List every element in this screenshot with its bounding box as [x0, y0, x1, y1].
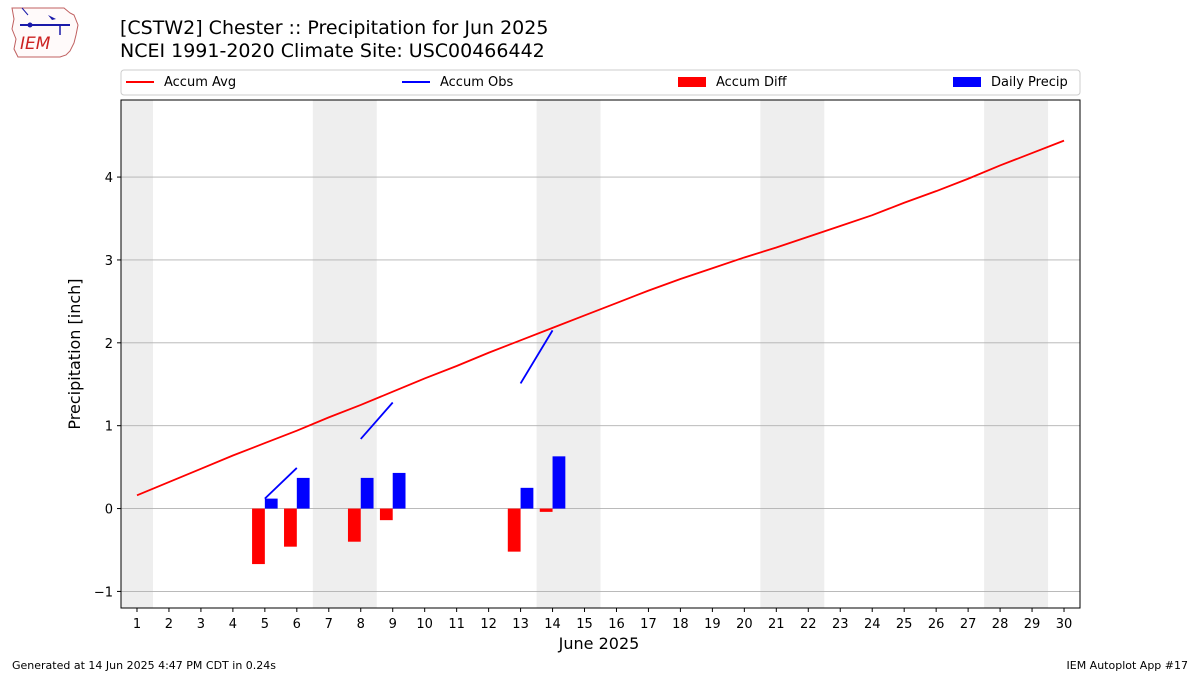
- legend-daily-precip-swatch: [953, 77, 981, 87]
- y-axis: −1 0 1 2 3 4: [94, 171, 121, 600]
- chart-subtitle: NCEI 1991-2020 Climate Site: USC00466442: [120, 40, 545, 62]
- y-tick-label: 0: [105, 503, 113, 518]
- y-gridlines: [121, 176, 1080, 592]
- x-tick-label: 3: [197, 617, 205, 632]
- x-tick-label: 10: [416, 617, 433, 632]
- accum-avg-line: [136, 139, 1065, 497]
- generated-timestamp: Generated at 14 Jun 2025 4:47 PM CDT in …: [12, 659, 277, 672]
- y-tick-label: −1: [94, 585, 113, 600]
- y-tick-label: 4: [105, 171, 113, 186]
- y-axis-label: Precipitation [inch]: [65, 278, 84, 429]
- weekend-band: [121, 100, 153, 608]
- weekend-band: [536, 100, 601, 608]
- x-tick-label: 22: [800, 617, 817, 632]
- weekend-band: [760, 100, 825, 608]
- x-tick-label: 20: [736, 617, 753, 632]
- legend-accum-obs-label: Accum Obs: [440, 75, 513, 90]
- legend-daily-precip-label: Daily Precip: [991, 75, 1068, 90]
- daily-precip-bar: [392, 472, 406, 509]
- x-tick-label: 6: [293, 617, 301, 632]
- x-tick-label: 13: [512, 617, 529, 632]
- weekend-shading: [121, 100, 1049, 608]
- y-tick-label: 2: [105, 337, 113, 352]
- x-tick-label: 19: [704, 617, 721, 632]
- app-credit: IEM Autoplot App #17: [1066, 659, 1189, 672]
- accum-obs-line: [360, 401, 394, 440]
- x-tick-label: 14: [544, 617, 561, 632]
- legend-accum-diff-label: Accum Diff: [716, 75, 788, 90]
- x-tick-label: 11: [448, 617, 465, 632]
- x-tick-label: 7: [325, 617, 333, 632]
- x-tick-label: 18: [672, 617, 689, 632]
- chart-title: [CSTW2] Chester :: Precipitation for Jun…: [120, 17, 549, 39]
- daily-precip-bar: [264, 498, 278, 509]
- x-tick-label: 15: [576, 617, 593, 632]
- x-tick-label: 8: [357, 617, 365, 632]
- x-axis-label: June 2025: [558, 634, 640, 653]
- accum-diff-bar: [539, 508, 553, 512]
- legend-accum-avg-label: Accum Avg: [164, 75, 236, 90]
- daily-precip-bar: [296, 477, 310, 509]
- plot-frame: [120, 99, 1081, 609]
- x-axis: 1 2 3 4 5 6 7 8 9 10 11 12 13 14 15 16 17 18 19 20 21 22 23 24 2…: [133, 608, 1072, 632]
- accum-diff-bar: [252, 508, 265, 565]
- x-tick-label: 27: [960, 617, 977, 632]
- x-tick-label: 23: [832, 617, 849, 632]
- iem-logo-graphic: IEM: [11, 7, 79, 58]
- x-tick-label: 30: [1056, 617, 1073, 632]
- x-tick-label: 9: [389, 617, 397, 632]
- y-tick-label: 1: [105, 420, 113, 435]
- y-tick-label: 3: [105, 254, 113, 269]
- x-tick-label: 17: [640, 617, 657, 632]
- x-tick-label: 26: [928, 617, 945, 632]
- x-tick-label: 24: [864, 617, 881, 632]
- weekend-band: [312, 100, 377, 608]
- logo-text: IEM: [20, 34, 51, 54]
- bar-series: [252, 456, 566, 565]
- x-tick-label: 1: [133, 617, 141, 632]
- x-tick-label: 16: [608, 617, 625, 632]
- legend-accum-diff-swatch: [678, 77, 706, 87]
- x-tick-label: 29: [1024, 617, 1041, 632]
- accum-diff-bar: [284, 508, 297, 547]
- accum-diff-bar: [507, 508, 521, 552]
- accum-diff-bar: [379, 508, 393, 521]
- accum-obs-line: [519, 329, 554, 384]
- iem-logo: IEM: [8, 5, 82, 63]
- daily-precip-bar: [520, 487, 534, 509]
- accum-diff-bar: [347, 508, 361, 542]
- x-tick-label: 21: [768, 617, 785, 632]
- x-tick-label: 2: [165, 617, 173, 632]
- x-tick-label: 4: [229, 617, 237, 632]
- x-tick-label: 12: [480, 617, 497, 632]
- daily-precip-bar: [360, 477, 374, 509]
- weekend-band: [984, 100, 1049, 608]
- line-series: [136, 139, 1065, 500]
- x-tick-label: 25: [896, 617, 913, 632]
- legend: Accum Avg Accum Obs Accum Diff Daily Precip: [120, 69, 1081, 96]
- x-tick-label: 5: [261, 617, 269, 632]
- x-tick-label: 28: [992, 617, 1009, 632]
- daily-precip-bar: [552, 456, 566, 509]
- accum-obs-line: [264, 467, 298, 500]
